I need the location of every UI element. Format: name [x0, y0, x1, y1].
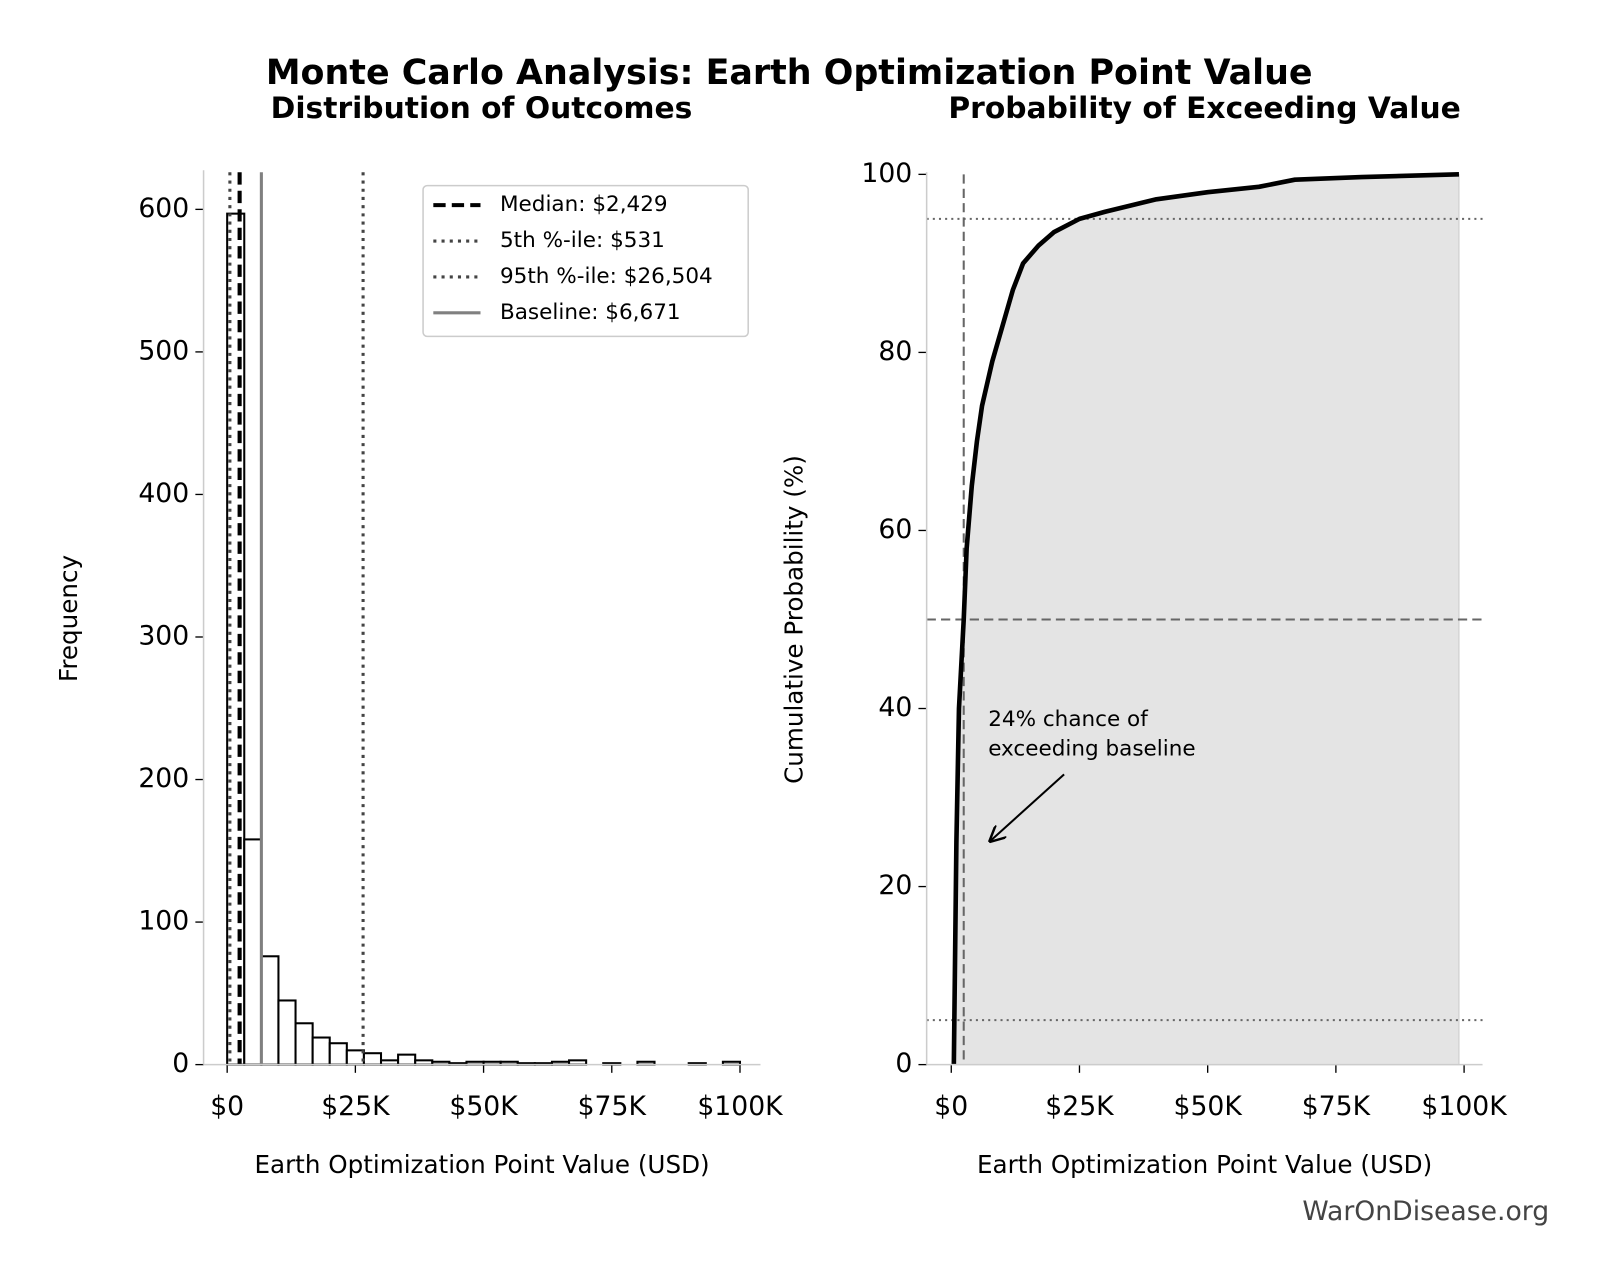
suptitle: Monte Carlo Analysis: Earth Optimization…: [266, 53, 1313, 93]
x-axis-label: Earth Optimization Point Value (USD): [977, 1150, 1432, 1179]
y-axis-label: Cumulative Probability (%): [779, 455, 808, 784]
y-tick-label: 20: [878, 870, 912, 901]
annotation: exceeding baseline: [988, 737, 1195, 762]
legend-label: 5th %-ile: $531: [500, 228, 665, 253]
y-tick-label: 100: [138, 906, 189, 937]
y-tick-label: 200: [138, 763, 189, 794]
histogram-bar: [345, 1049, 365, 1066]
x-tick-label: $75K: [1302, 1091, 1372, 1122]
y-tick-label: 40: [878, 692, 912, 723]
y-tick-label: 600: [138, 193, 189, 224]
y-tick-label: 0: [172, 1048, 189, 1079]
cdf-line: [951, 172, 1460, 1065]
panel-title: Probability of Exceeding Value: [948, 91, 1460, 126]
y-tick-label: 80: [878, 336, 912, 367]
x-axis-label: Earth Optimization Point Value (USD): [254, 1150, 709, 1179]
histogram-bar: [243, 838, 263, 1066]
legend-box: [422, 184, 749, 338]
x-tick-label: $75K: [578, 1091, 648, 1122]
legend-label: 95th %-ile: $26,504: [500, 264, 713, 289]
y-tick-label: 60: [878, 514, 912, 545]
histogram-bar: [362, 1052, 383, 1066]
histogram-bar: [260, 955, 280, 1066]
x-tick-label: $0: [210, 1091, 244, 1122]
legend-label: Median: $2,429: [500, 192, 668, 217]
x-tick-label: $25K: [321, 1091, 391, 1122]
legend: Median: $2,429 5th %-ile: $531 95th %-ile:…: [422, 184, 749, 338]
x-tick-label: $100K: [1421, 1091, 1508, 1122]
legend-label: Baseline: $6,671: [500, 300, 681, 325]
histogram-bar: [311, 1036, 331, 1066]
histogram-bar: [277, 999, 297, 1066]
histogram-bar: [328, 1042, 348, 1066]
x-tick-label: $50K: [449, 1091, 519, 1122]
y-axis-label: Frequency: [54, 555, 83, 682]
histogram-bar: [397, 1053, 417, 1066]
annotation-arrow: [990, 773, 1065, 841]
y-tick-label: 0: [895, 1048, 912, 1079]
annotation: 24% chance of: [988, 707, 1148, 732]
x-tick-label: $0: [934, 1091, 968, 1122]
x-tick-label: $25K: [1045, 1091, 1115, 1122]
panel-title: Distribution of Outcomes: [271, 91, 693, 126]
x-tick-label: $50K: [1173, 1091, 1243, 1122]
y-tick-label: 500: [138, 335, 189, 366]
x-tick-label: $100K: [697, 1091, 784, 1122]
y-tick-label: 100: [861, 158, 912, 189]
histogram-bar: [294, 1022, 314, 1066]
watermark: WarOnDisease.org: [1302, 1196, 1549, 1227]
y-tick-label: 300: [138, 620, 189, 651]
y-tick-label: 400: [138, 478, 189, 509]
